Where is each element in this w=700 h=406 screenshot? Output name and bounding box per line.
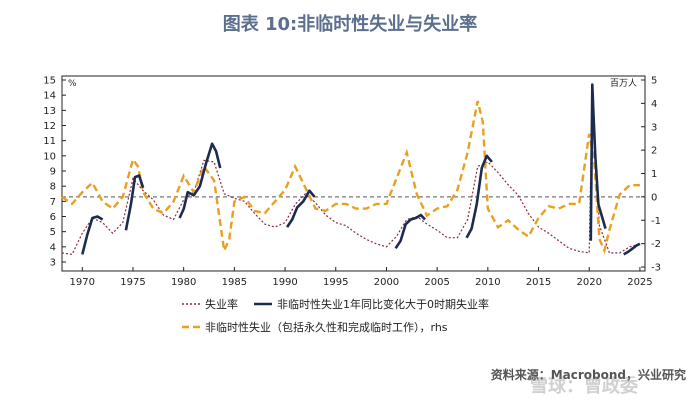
series-segment-yoy-positive bbox=[286, 189, 316, 228]
left-tick-label: 4 bbox=[50, 242, 56, 253]
left-tick-label: 7 bbox=[50, 197, 56, 208]
x-tick-label: 1970 bbox=[70, 277, 95, 288]
left-tick-label: 10 bbox=[43, 151, 56, 162]
x-tick-label: 2015 bbox=[526, 277, 551, 288]
x-tick-label: 2000 bbox=[374, 277, 399, 288]
right-tick-label: 0 bbox=[651, 192, 657, 203]
left-tick-label: 12 bbox=[43, 121, 56, 132]
series-segment-yoy-positive bbox=[124, 174, 145, 231]
series-segment-yoy-positive bbox=[623, 242, 641, 256]
series-segment-yoy-positive bbox=[465, 154, 493, 239]
right-tick-label: 5 bbox=[651, 76, 657, 87]
plot-frame bbox=[61, 75, 646, 272]
left-tick-label: 5 bbox=[50, 227, 56, 238]
x-tick-label: 2025 bbox=[627, 277, 652, 288]
left-tick-label: 15 bbox=[43, 76, 56, 87]
right-axis-unit: 百万人 bbox=[610, 78, 637, 89]
right-axis-ticks: -3 -2 -1 0 1 2 3 4 5 bbox=[641, 76, 661, 274]
left-tick-label: 11 bbox=[43, 136, 56, 147]
x-tick-label: 1985 bbox=[222, 277, 247, 288]
legend-label-permanent: 非临时性失业（包括永久性和完成临时工作），rhs bbox=[205, 320, 448, 334]
figure-title: 图表 10:非临时性失业与失业率 bbox=[222, 14, 478, 35]
series-segment-yoy-positive bbox=[394, 213, 426, 250]
legend-label-unemployment: 失业率 bbox=[205, 297, 238, 311]
left-tick-label: 14 bbox=[43, 91, 56, 102]
right-tick-label: 3 bbox=[651, 122, 657, 133]
x-axis-ticks: 1970 1975 1980 1985 1990 1995 2000 2005 2010 2015… bbox=[70, 267, 653, 288]
right-tick-label: -3 bbox=[651, 263, 661, 274]
source-note: 资料来源：Macrobond，兴业研究 bbox=[490, 368, 686, 382]
legend: 失业率 非临时性失业1年同比变化大于0时期失业率 非临时性失业（包括永久性和完成… bbox=[182, 297, 489, 334]
x-tick-label: 1990 bbox=[272, 277, 297, 288]
series-line-permanent-unemployment bbox=[61, 100, 640, 255]
x-tick-label: 1980 bbox=[171, 277, 196, 288]
left-tick-label: 3 bbox=[50, 258, 56, 269]
x-tick-label: 2005 bbox=[424, 277, 449, 288]
left-axis-ticks: 3 4 5 6 7 8 9 10 11 12 13 14 15 bbox=[43, 76, 66, 269]
x-tick-label: 2010 bbox=[475, 277, 500, 288]
right-tick-label: 2 bbox=[651, 146, 657, 157]
series-segment-yoy-positive bbox=[81, 215, 104, 255]
series-layer bbox=[61, 83, 641, 256]
right-tick-label: 1 bbox=[651, 169, 657, 180]
x-tick-label: 2020 bbox=[577, 277, 602, 288]
left-tick-label: 13 bbox=[43, 106, 56, 117]
x-tick-label: 1995 bbox=[323, 277, 348, 288]
right-tick-label: -1 bbox=[651, 216, 661, 227]
left-tick-label: 9 bbox=[50, 167, 56, 178]
right-tick-label: -2 bbox=[651, 239, 661, 250]
series-segment-yoy-positive bbox=[178, 142, 222, 219]
series-line-unemployment-rate bbox=[61, 84, 641, 256]
left-axis-unit: % bbox=[68, 79, 77, 89]
watermark: 雪球：曾政委 bbox=[530, 376, 638, 397]
legend-label-yoy: 非临时性失业1年同比变化大于0时期失业率 bbox=[277, 297, 489, 311]
left-tick-label: 8 bbox=[50, 182, 56, 193]
right-tick-label: 4 bbox=[651, 99, 657, 110]
left-tick-label: 6 bbox=[50, 212, 56, 223]
series-segment-yoy-positive bbox=[589, 83, 607, 241]
x-tick-label: 1975 bbox=[120, 277, 145, 288]
